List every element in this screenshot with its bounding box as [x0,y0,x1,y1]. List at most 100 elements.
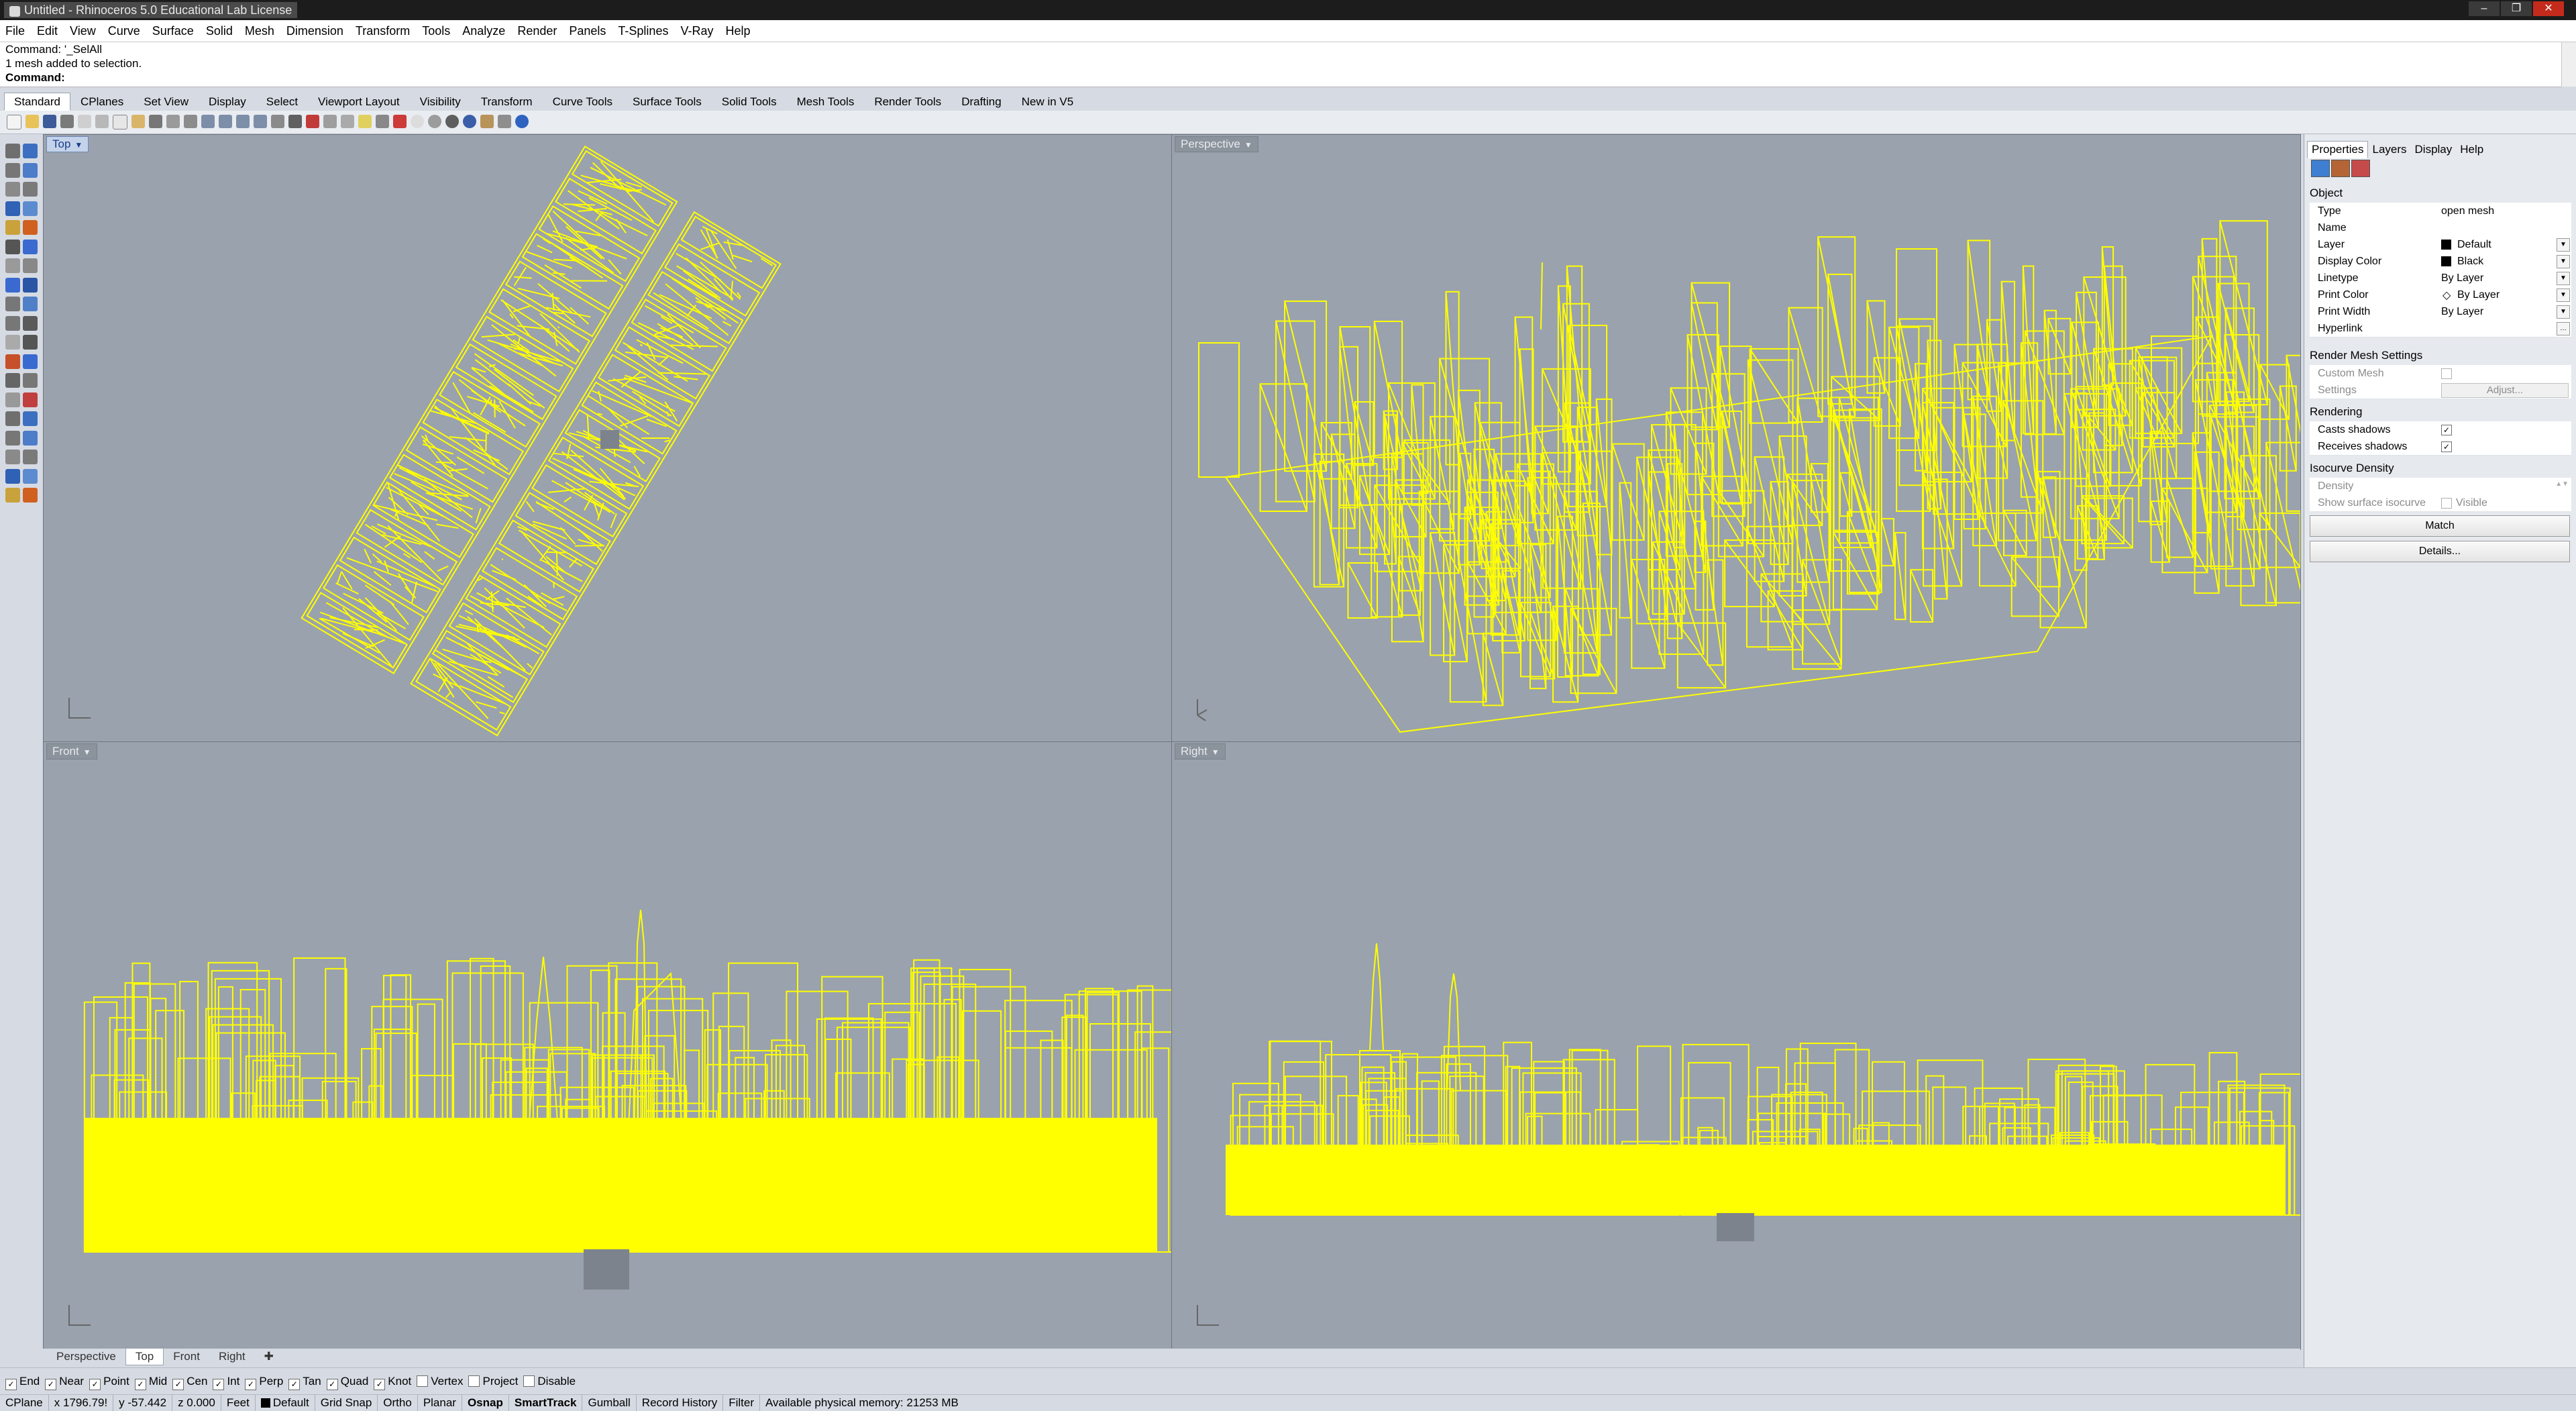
dropdown-arrow-icon[interactable]: ▼ [2557,255,2570,268]
mirror-icon[interactable] [23,392,38,407]
import-icon[interactable] [78,115,91,128]
menu-edit[interactable]: Edit [37,24,58,38]
grid-icon[interactable] [323,115,337,128]
osnap-checkbox[interactable]: ✓ [89,1379,101,1390]
smarttrack-toggle[interactable]: SmartTrack [509,1395,583,1411]
join-icon[interactable] [23,335,38,350]
move-icon[interactable] [23,354,38,369]
osnap-knot[interactable]: ✓ Knot [374,1368,411,1395]
tab-render-tools[interactable]: Render Tools [874,95,942,108]
osnap-cen[interactable]: ✓ Cen [172,1368,207,1395]
trim-icon[interactable] [5,335,20,350]
menu-surface[interactable]: Surface [152,24,194,38]
property-display-color[interactable]: Display Color Black ▼ [2310,253,2571,270]
fillet-icon[interactable] [23,239,38,254]
restore-button[interactable]: ❐ [2501,1,2532,16]
tab-new-in-v5[interactable]: New in V5 [1021,95,1074,108]
viewport-label-front[interactable]: Front ▼ [46,743,97,760]
material-icon[interactable] [480,115,494,128]
tab-drafting[interactable]: Drafting [961,95,1002,108]
undo-icon[interactable] [149,115,162,128]
print-icon[interactable] [60,115,74,128]
osnap-checkbox[interactable] [417,1375,429,1387]
dropdown-arrow-icon[interactable]: ▼ [83,747,91,757]
property-print-width[interactable]: Print Width By Layer ▼ [2310,303,2571,321]
zoom-window-icon[interactable] [219,115,232,128]
menu-render[interactable]: Render [517,24,557,38]
osnap-checkbox[interactable] [468,1375,480,1387]
casts-shadows-checkbox[interactable]: ✓ [2441,425,2452,435]
osnap-checkbox[interactable] [523,1375,535,1387]
viewport-label-perspective[interactable]: Perspective ▼ [1175,136,1258,152]
command-scrollbar[interactable] [2561,42,2576,87]
tab-display[interactable]: Display [209,95,246,108]
rotate-icon[interactable] [23,373,38,388]
osnap-project[interactable]: Project [468,1368,518,1395]
dropdown-arrow-icon[interactable]: ▼ [74,140,83,150]
property-linetype[interactable]: Linetype By Layer ▼ [2310,270,2571,287]
check-icon[interactable] [23,468,38,484]
tab-transform[interactable]: Transform [480,95,533,108]
close-button[interactable]: ✕ [2533,1,2564,16]
lock-icon[interactable] [376,115,389,128]
property-hyperlink[interactable]: Hyperlink… [2310,320,2571,337]
menu-mesh[interactable]: Mesh [244,24,274,38]
menu-transform[interactable]: Transform [355,24,411,38]
osnap-perp[interactable]: ✓ Perp [245,1368,283,1395]
explode-icon[interactable] [5,354,20,369]
details-button[interactable]: Details... [2310,541,2570,562]
tab-surface-tools[interactable]: Surface Tools [633,95,702,108]
tab-layers[interactable]: Layers [2372,143,2407,156]
osnap-int[interactable]: ✓ Int [213,1368,239,1395]
pan-hand-icon[interactable] [166,115,180,128]
menu-panels[interactable]: Panels [569,24,606,38]
zoom-selected-icon[interactable] [254,115,267,128]
copy-icon[interactable] [5,373,20,388]
menu-view[interactable]: View [70,24,96,38]
menu-curve[interactable]: Curve [107,24,140,38]
custom-mesh-checkbox[interactable] [2441,368,2452,379]
viewport-label-top[interactable]: Top ▼ [46,136,89,152]
render-icon[interactable] [463,115,476,128]
menu-file[interactable]: File [5,24,25,38]
texture-mapping-icon[interactable] [2351,160,2370,177]
curve-icon[interactable] [5,182,20,197]
viewport-perspective[interactable]: Perspective ▼ [1171,134,2301,743]
grid-snap-toggle[interactable]: Grid Snap [315,1395,378,1411]
menu-dimension[interactable]: Dimension [286,24,343,38]
tab-solid-tools[interactable]: Solid Tools [721,95,777,108]
osnap-point[interactable]: ✓ Point [89,1368,129,1395]
render-icon[interactable] [5,488,20,503]
select-arrow-icon[interactable] [5,144,20,158]
cut-icon[interactable] [95,115,109,128]
tab-display-panel[interactable]: Display [2414,143,2453,156]
paste-icon[interactable] [131,115,145,128]
wireframe-sphere-icon[interactable] [411,115,424,128]
point-icon[interactable] [23,144,38,158]
browse-button[interactable]: … [2557,322,2570,335]
tab-set-view[interactable]: Set View [144,95,189,108]
tab-visibility[interactable]: Visibility [419,95,461,108]
boolean-icon[interactable] [5,315,20,331]
property-layer[interactable]: Layer Default ▼ [2310,236,2571,254]
object-properties-icon[interactable] [393,115,407,128]
tab-properties[interactable]: Properties [2307,141,2369,158]
circle-icon[interactable] [5,201,20,216]
tab-standard[interactable]: Standard [4,93,70,111]
osnap-checkbox[interactable]: ✓ [326,1379,338,1390]
menu-solid[interactable]: Solid [205,24,233,38]
osnap-mid[interactable]: ✓ Mid [134,1368,167,1395]
menu-vray[interactable]: V-Ray [680,24,714,38]
text-icon[interactable] [5,411,20,426]
osnap-checkbox[interactable]: ✓ [374,1379,386,1390]
surface-icon[interactable] [5,258,20,273]
menu-tsplines[interactable]: T-Splines [618,24,669,38]
tab-mesh-tools[interactable]: Mesh Tools [796,95,855,108]
tab-curve-tools[interactable]: Curve Tools [552,95,613,108]
object-properties-icon[interactable] [2311,160,2330,177]
adjust-button[interactable]: Adjust... [2441,383,2569,398]
copy-icon[interactable] [113,115,127,129]
command-area[interactable]: Command: '_SelAll 1 mesh added to select… [0,42,2561,87]
group-icon[interactable] [23,450,38,464]
open-file-icon[interactable] [25,115,39,128]
